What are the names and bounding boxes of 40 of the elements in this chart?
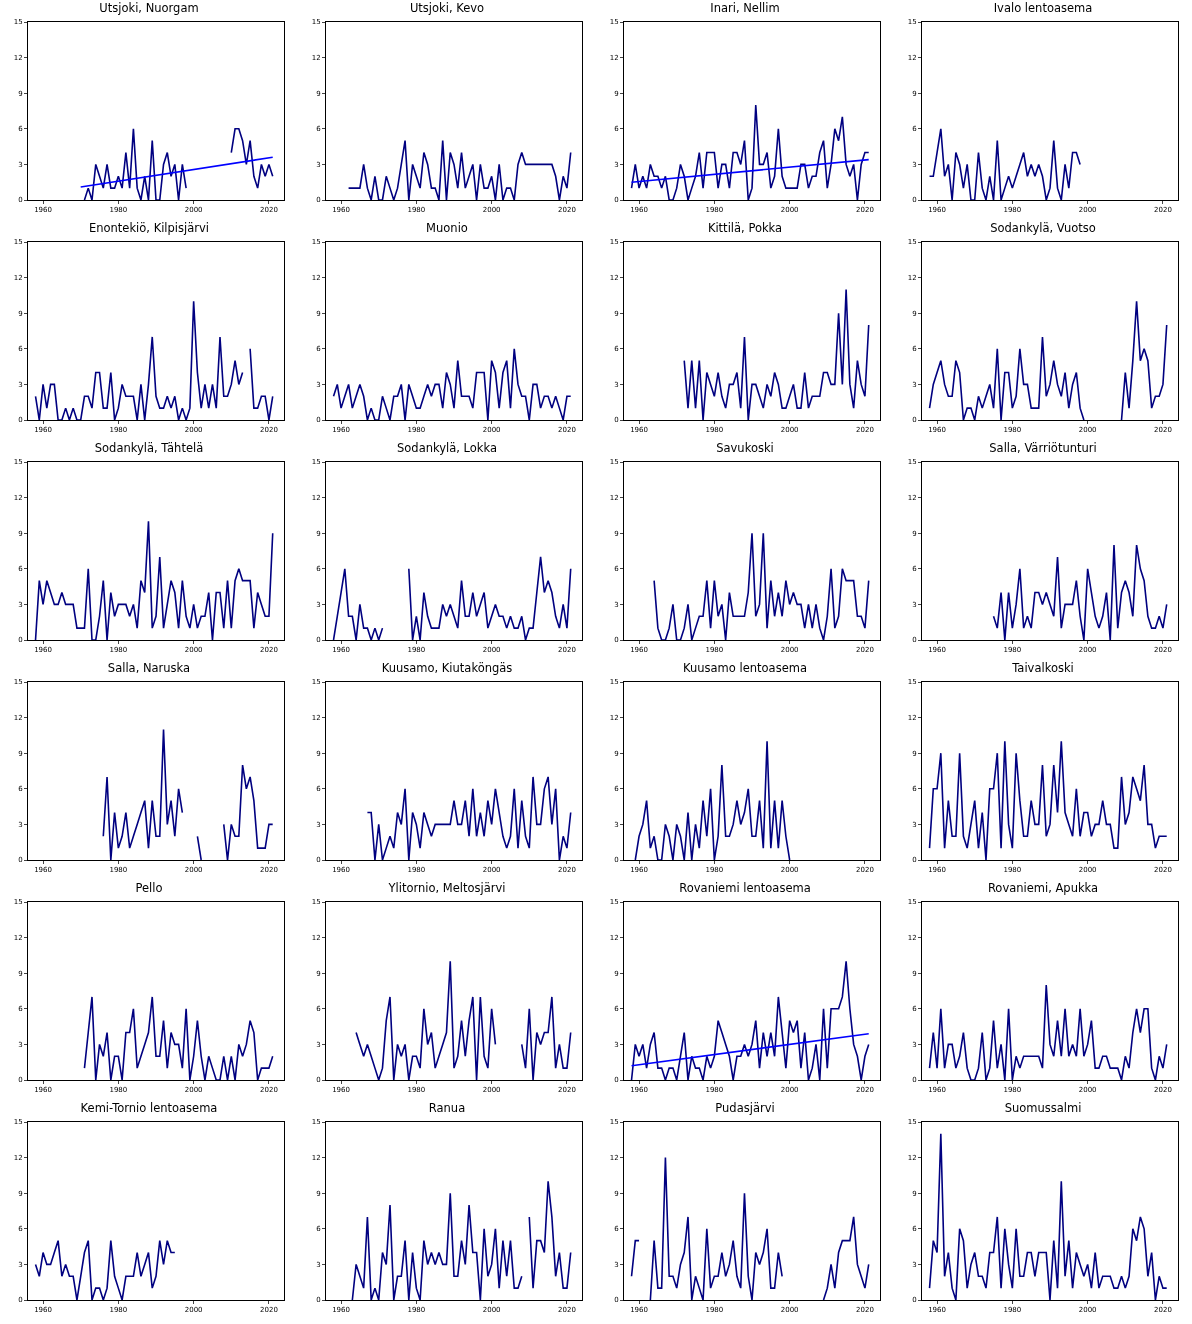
line-series <box>928 1133 1168 1300</box>
line-series <box>683 288 870 420</box>
chart-title: Salla, Naruska <box>107 661 191 676</box>
line-series <box>630 960 870 1080</box>
chart-title: Pudasjärvi <box>715 1101 775 1116</box>
line-series <box>332 348 572 420</box>
line-series <box>83 996 274 1080</box>
chart-title: Sodankylä, Vuotso <box>990 221 1096 236</box>
chart-title: Suomussalmi <box>1004 1101 1082 1116</box>
chart-title: Rovaniemi, Apukka <box>987 881 1099 896</box>
chart-title: Pello <box>135 881 163 896</box>
line-series <box>634 740 791 860</box>
chart-title: Inari, Nellim <box>710 1 780 16</box>
line-series <box>928 740 1168 860</box>
chart-title: Kittilä, Pokka <box>707 221 783 236</box>
chart-title: Enontekiö, Kilpisjärvi <box>88 221 210 236</box>
chart-title: Kuusamo lentoasema <box>683 661 807 676</box>
chart-title: Ivalo lentoasema <box>993 1 1093 16</box>
line-series <box>653 532 870 640</box>
line-series <box>34 520 274 640</box>
chart-title: Utsjoki, Nuorgam <box>99 1 199 16</box>
chart-title: Kuusamo, Kiutaköngäs <box>381 661 513 676</box>
line-series <box>34 1239 176 1300</box>
chart-title: Ranua <box>428 1101 466 1116</box>
chart-title: Taivalkoski <box>1011 661 1074 676</box>
chart-title: Salla, Värriötunturi <box>989 441 1097 456</box>
line-series <box>928 984 1168 1080</box>
line-series <box>630 104 870 200</box>
line-series <box>992 544 1168 640</box>
chart-title: Utsjoki, Kevo <box>409 1 485 16</box>
chart-title: Rovaniemi lentoasema <box>679 881 811 896</box>
line-series <box>928 128 1081 200</box>
chart-title: Savukoski <box>716 441 774 456</box>
line-series <box>347 139 572 200</box>
chart-title: Ylitornio, Meltosjärvi <box>387 881 506 896</box>
chart-title: Muonio <box>426 221 468 236</box>
chart-title: Kemi-Tornio lentoasema <box>80 1101 218 1116</box>
chart-title: Sodankylä, Tähtelä <box>94 441 204 456</box>
line-series <box>366 776 572 860</box>
chart-title: Sodankylä, Lokka <box>397 441 497 456</box>
